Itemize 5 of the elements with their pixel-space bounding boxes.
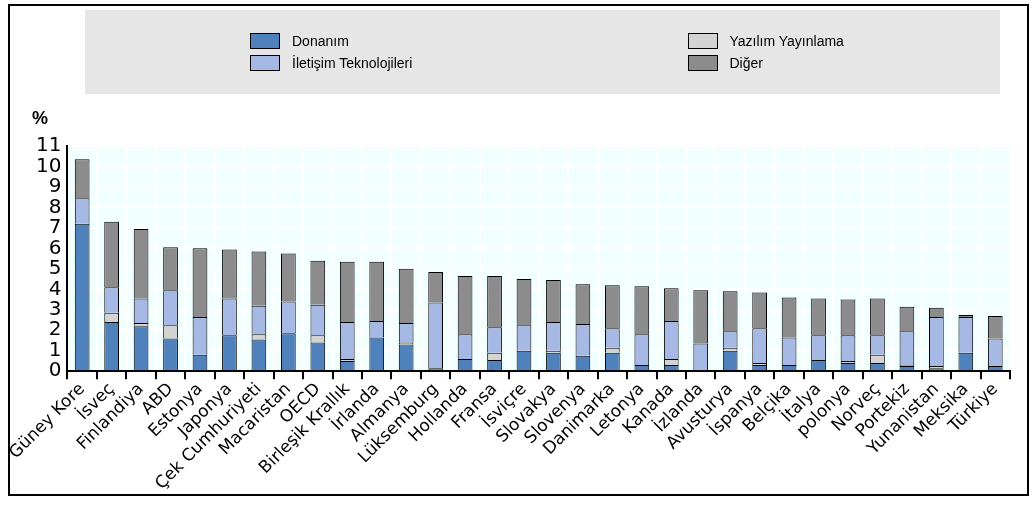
y-axis-title: % [32, 108, 49, 129]
legend-label: İletişim Teknolojileri [292, 55, 413, 71]
legend-label: Donanım [292, 33, 349, 49]
legend-label: Diğer [729, 55, 763, 71]
legend-label: Yazılım Yayınlama [729, 33, 844, 49]
